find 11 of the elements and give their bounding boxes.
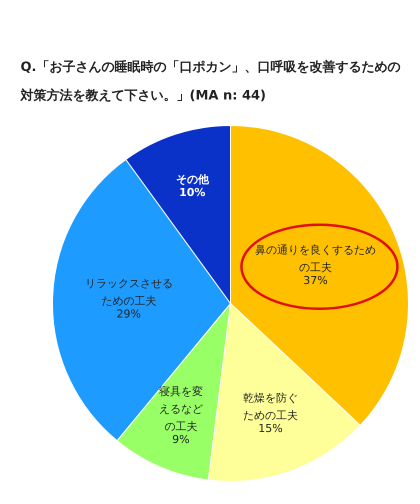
data-label: 10% <box>179 186 206 199</box>
chart-title: Q.「お子さんの睡眠時の「口ポカン」、口呼吸を改善するための対策方法を教えて下さい。」(MA n: 44) <box>20 59 400 104</box>
data-label: 9% <box>172 432 190 446</box>
data-label: 37% <box>303 274 328 288</box>
slice-label: 鼻の通りを良くするための工夫 <box>254 244 376 274</box>
data-label: 29% <box>116 308 141 321</box>
data-label: 15% <box>258 422 283 435</box>
slice-label: 乾燥を防ぐための工夫 <box>242 391 298 422</box>
slice-label: リラックスさせるための工夫 <box>84 277 173 308</box>
slice-label: 寝具を変えるなどの工夫 <box>158 384 203 433</box>
slice-label: その他 <box>176 172 210 186</box>
